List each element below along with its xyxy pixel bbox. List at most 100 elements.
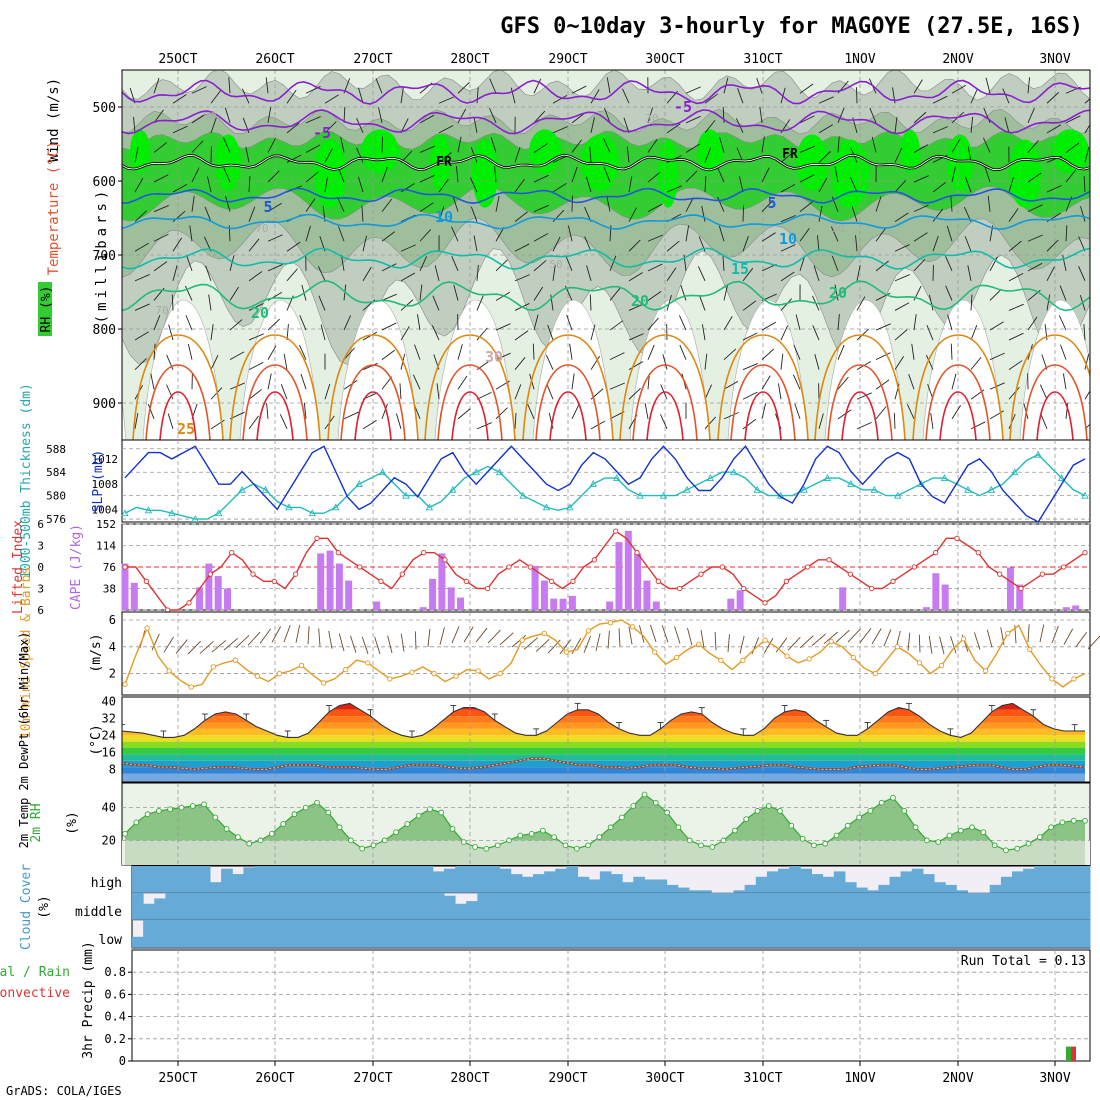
upper-barb-569 [1027,234,1043,242]
cloud-middle-83 [1056,893,1069,920]
cloud-high-68 [889,876,902,893]
upper-barb-535 [970,294,973,311]
top-date-8: 2NOV [942,52,973,67]
cloud-high-16 [310,866,322,893]
bottom-date-5: 30OCT [645,1071,684,1086]
upper-barb-355 [680,285,687,301]
upper-barb-466 [856,392,872,400]
li-line-pt-48 [634,550,640,556]
cloud-middle-11 [254,893,267,920]
rh-pt-38 [551,834,558,840]
thickness-line-pt-68 [917,479,925,487]
rh-pt-56 [754,808,761,814]
slp-tick-1: 1008 [92,478,119,491]
upper-barb-281 [567,225,573,242]
wind-speed-line-pt-50 [674,654,680,661]
upper-barb-206 [457,136,462,153]
contour-label-7: 20 [251,304,269,322]
upper-barb-8 [134,331,149,341]
cloud-high-58 [778,868,790,893]
cloud-low-74 [956,920,968,948]
cloud-low-77 [989,920,1002,948]
wind-speed-line-pt-28 [431,670,437,677]
upper-barb-609 [1084,353,1090,370]
upper-barb-149 [362,235,368,252]
cloud-middle-33 [499,893,512,920]
upper-barb-102 [286,268,298,282]
wind-speed-line-pt-30 [453,673,459,679]
upper-ylabel: (millibars) [94,187,110,324]
upper-barb-150 [362,266,372,282]
wind-barb-22 [400,633,405,652]
upper-barb-556 [1008,208,1019,222]
upper-barb-277 [571,112,586,124]
cloud-middle-12 [265,893,278,920]
rh-pt-35 [517,832,524,839]
upper-barb-341 [666,240,680,252]
cloud-high-59 [789,866,801,893]
thickness-line-pt-38 [566,503,574,511]
cloud-low-82 [1045,920,1058,948]
slp-line [124,445,1086,523]
rh-area-dark [125,794,1085,841]
cloud-low-57 [766,920,779,948]
upper-barb-34 [166,384,174,400]
upper-barb-145 [356,118,364,134]
cloud-middle-36 [533,893,545,920]
cloud-high-26 [421,866,434,893]
contour-label-9: 20 [829,284,847,302]
li-line-pt-52 [677,585,683,592]
rh-pt-49 [675,824,682,831]
upper-barb-82 [248,389,262,400]
upper-barb-566 [1027,140,1039,153]
upper-barb-303 [603,166,611,183]
wind-barb-58 [835,629,850,643]
cloud-high-82 [1045,866,1058,893]
upper-barb-220 [470,206,478,222]
cloud-middle-41 [588,893,601,920]
upper-barb-438 [813,265,820,281]
cape-bar-86 [923,607,931,610]
cloud-high-83 [1056,866,1069,893]
cloud-high-71 [922,874,935,893]
upper-barb-516 [951,84,967,94]
precip-tick-0: 0 [119,1054,126,1068]
cloud-low-79 [1012,920,1024,948]
cloud-low-38 [555,920,567,948]
wind-speed-line-pt-26 [409,669,415,675]
cloud-middle-59 [789,893,801,920]
upper-barb-51 [206,176,212,193]
temp-band-5 [122,741,1085,748]
contour-label-1: -5 [313,124,331,142]
cloud-low-81 [1034,920,1046,948]
temp-band-1 [122,767,1085,774]
thickness-line-pt-74 [987,485,996,493]
temp-band-8 [122,722,1085,729]
cloud-low-55 [744,920,757,948]
upper-barb-75 [248,176,251,193]
upper-barb-525 [950,343,953,360]
upper-barb-568 [1027,204,1043,213]
cloud-high-38 [555,868,567,893]
upper-barb-416 [780,325,789,341]
cloud-high-7 [209,882,222,893]
cloud-low-27 [432,920,445,948]
upper-barb-153 [362,362,378,371]
temp-tick-1: 16 [102,745,116,759]
upper-barb-57 [210,355,219,370]
upper-barb-12 [153,77,160,94]
upper-barb-279 [571,166,578,183]
upper-barb-289 [590,117,595,133]
cape-bar-36 [457,597,465,610]
arch-35-0 [159,391,197,440]
rh-pt-7 [201,801,207,808]
upper-barb-157 [378,107,383,123]
precip-tick-4: 0.8 [104,965,126,979]
wind-speed-line-pt-38 [541,630,547,637]
upper-barb-559 [1008,303,1024,311]
cloud-high-3 [165,866,178,893]
upper-barb-410 [780,151,794,163]
cloud-middle-2 [154,898,166,920]
upper-barb-608 [1083,324,1086,341]
wind-barb-74 [1027,624,1030,643]
